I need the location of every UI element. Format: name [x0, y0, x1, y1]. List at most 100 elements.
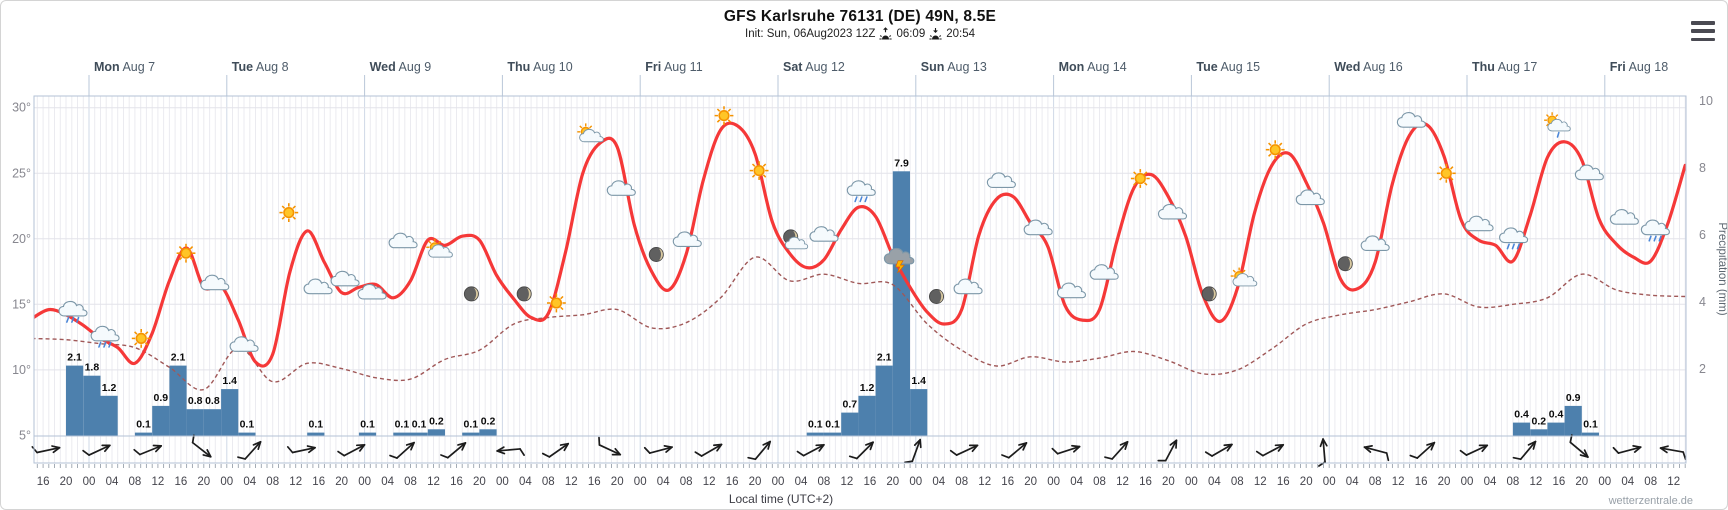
svg-text:2.1: 2.1 [877, 352, 892, 364]
svg-text:20: 20 [611, 476, 624, 488]
storm-icon [883, 247, 915, 274]
moon-icon [1201, 286, 1217, 302]
svg-text:08: 08 [1369, 476, 1382, 488]
svg-text:00: 00 [634, 476, 647, 488]
svg-text:1.8: 1.8 [85, 362, 100, 374]
svg-text:Mon Aug 7: Mon Aug 7 [94, 60, 155, 74]
svg-text:0.1: 0.1 [412, 419, 427, 431]
watermark: wetterzentrale.de [1608, 495, 1693, 507]
sun-cloud-icon [426, 238, 453, 258]
svg-text:04: 04 [1621, 476, 1634, 488]
svg-text:20: 20 [1575, 476, 1588, 488]
day-axis: Mon Aug 7 Tue Aug 8 Wed Aug 9 Thu Aug 10 Fri… [88, 60, 1668, 96]
sun-icon [176, 243, 196, 263]
cloud-icon [1056, 282, 1087, 299]
temperature-axis-labels: 30° 25° 20° 15° 10° 5° [12, 101, 31, 443]
svg-text:12: 12 [289, 476, 302, 488]
svg-text:5°: 5° [19, 428, 31, 442]
dew-point-line [34, 256, 1686, 391]
svg-text:Sat Aug 12: Sat Aug 12 [783, 60, 845, 74]
svg-text:7.9: 7.9 [894, 157, 909, 169]
svg-text:Sun Aug 13: Sun Aug 13 [921, 60, 987, 74]
svg-text:0.2: 0.2 [429, 415, 444, 427]
svg-text:Fri Aug 11: Fri Aug 11 [645, 60, 703, 74]
svg-text:16: 16 [37, 476, 50, 488]
svg-text:0.8: 0.8 [205, 395, 220, 407]
svg-text:00: 00 [496, 476, 509, 488]
cloud-icon [672, 231, 702, 247]
cloud-icon [1023, 219, 1053, 236]
svg-text:08: 08 [818, 476, 831, 488]
hamburger-icon [1691, 21, 1715, 25]
cloud-icon [1464, 215, 1494, 232]
svg-text:0.1: 0.1 [463, 419, 478, 431]
svg-text:08: 08 [129, 476, 142, 488]
cloud-icon [1157, 203, 1188, 220]
svg-text:0.4: 0.4 [1549, 409, 1564, 421]
svg-text:0.1: 0.1 [240, 419, 255, 431]
svg-text:16: 16 [864, 476, 877, 488]
svg-text:04: 04 [1484, 476, 1497, 488]
sun-icon [1265, 140, 1285, 160]
svg-text:0.4: 0.4 [1514, 409, 1529, 421]
chart-title: GFS Karlsruhe 76131 (DE) 49N, 8.5E [723, 8, 997, 25]
svg-text:00: 00 [772, 476, 785, 488]
hamburger-menu-button[interactable] [1691, 21, 1715, 41]
sunrise-time: 06:09 [896, 28, 926, 40]
svg-text:16: 16 [726, 476, 739, 488]
cloud-icon [1089, 264, 1119, 280]
sun-icon [1130, 169, 1150, 188]
svg-text:12: 12 [841, 476, 854, 488]
chart-header: GFS Karlsruhe 76131 (DE) 49N, 8.5E Init:… [34, 8, 1686, 41]
svg-text:08: 08 [1231, 476, 1244, 488]
svg-text:16: 16 [312, 476, 325, 488]
time-axis: 16 20 00 04 08 12 16 20 00 04 08 12 16 20 00 04 08 12 16 20… [37, 464, 1686, 488]
moon-icon [1337, 256, 1353, 272]
svg-text:Thu Aug 10: Thu Aug 10 [507, 60, 572, 74]
svg-text:30°: 30° [12, 101, 31, 115]
svg-text:08: 08 [955, 476, 968, 488]
svg-text:04: 04 [1208, 476, 1221, 488]
cloud-icon [357, 283, 387, 300]
rain-icon [1640, 219, 1670, 242]
svg-text:12: 12 [1667, 476, 1680, 488]
chart-subtitle: Init: Sun, 06Aug2023 12Z 06:09 20:54 [34, 27, 1686, 41]
svg-text:04: 04 [1346, 476, 1359, 488]
svg-text:16: 16 [450, 476, 463, 488]
svg-text:00: 00 [1047, 476, 1060, 488]
svg-text:1.2: 1.2 [102, 382, 117, 394]
rain-icon [1499, 227, 1529, 250]
svg-text:08: 08 [680, 476, 693, 488]
cloud-icon [303, 278, 333, 295]
svg-text:04: 04 [1070, 476, 1083, 488]
svg-text:20: 20 [60, 476, 73, 488]
svg-text:2.1: 2.1 [171, 352, 186, 364]
precipitation-axis-title: Precipitation (mm) [1716, 222, 1727, 315]
cloud-icon [200, 274, 230, 291]
rain-icon [90, 325, 120, 348]
svg-text:12: 12 [1392, 476, 1405, 488]
svg-text:00: 00 [1598, 476, 1611, 488]
svg-text:0.1: 0.1 [308, 419, 323, 431]
precipitation-axis-labels: 10 8 6 4 2 Precipitation (mm) [1699, 94, 1727, 376]
svg-text:08: 08 [1644, 476, 1657, 488]
svg-text:0.1: 0.1 [136, 419, 151, 431]
moon-icon [463, 286, 479, 302]
svg-text:12: 12 [427, 476, 440, 488]
sun-rain-icon [1544, 112, 1571, 138]
svg-text:12: 12 [152, 476, 165, 488]
svg-text:16: 16 [1553, 476, 1566, 488]
svg-text:20: 20 [197, 476, 210, 488]
svg-text:Mon Aug 14: Mon Aug 14 [1059, 60, 1127, 74]
svg-text:Wed Aug 16: Wed Aug 16 [1334, 60, 1403, 74]
svg-text:1.4: 1.4 [222, 375, 237, 387]
svg-text:12: 12 [1254, 476, 1267, 488]
sunset-time: 20:54 [946, 28, 975, 40]
moon-icon [928, 288, 945, 305]
svg-text:12: 12 [978, 476, 991, 488]
moon-icon [516, 286, 532, 302]
svg-text:Tue Aug 15: Tue Aug 15 [1196, 60, 1260, 74]
svg-text:04: 04 [657, 476, 670, 488]
